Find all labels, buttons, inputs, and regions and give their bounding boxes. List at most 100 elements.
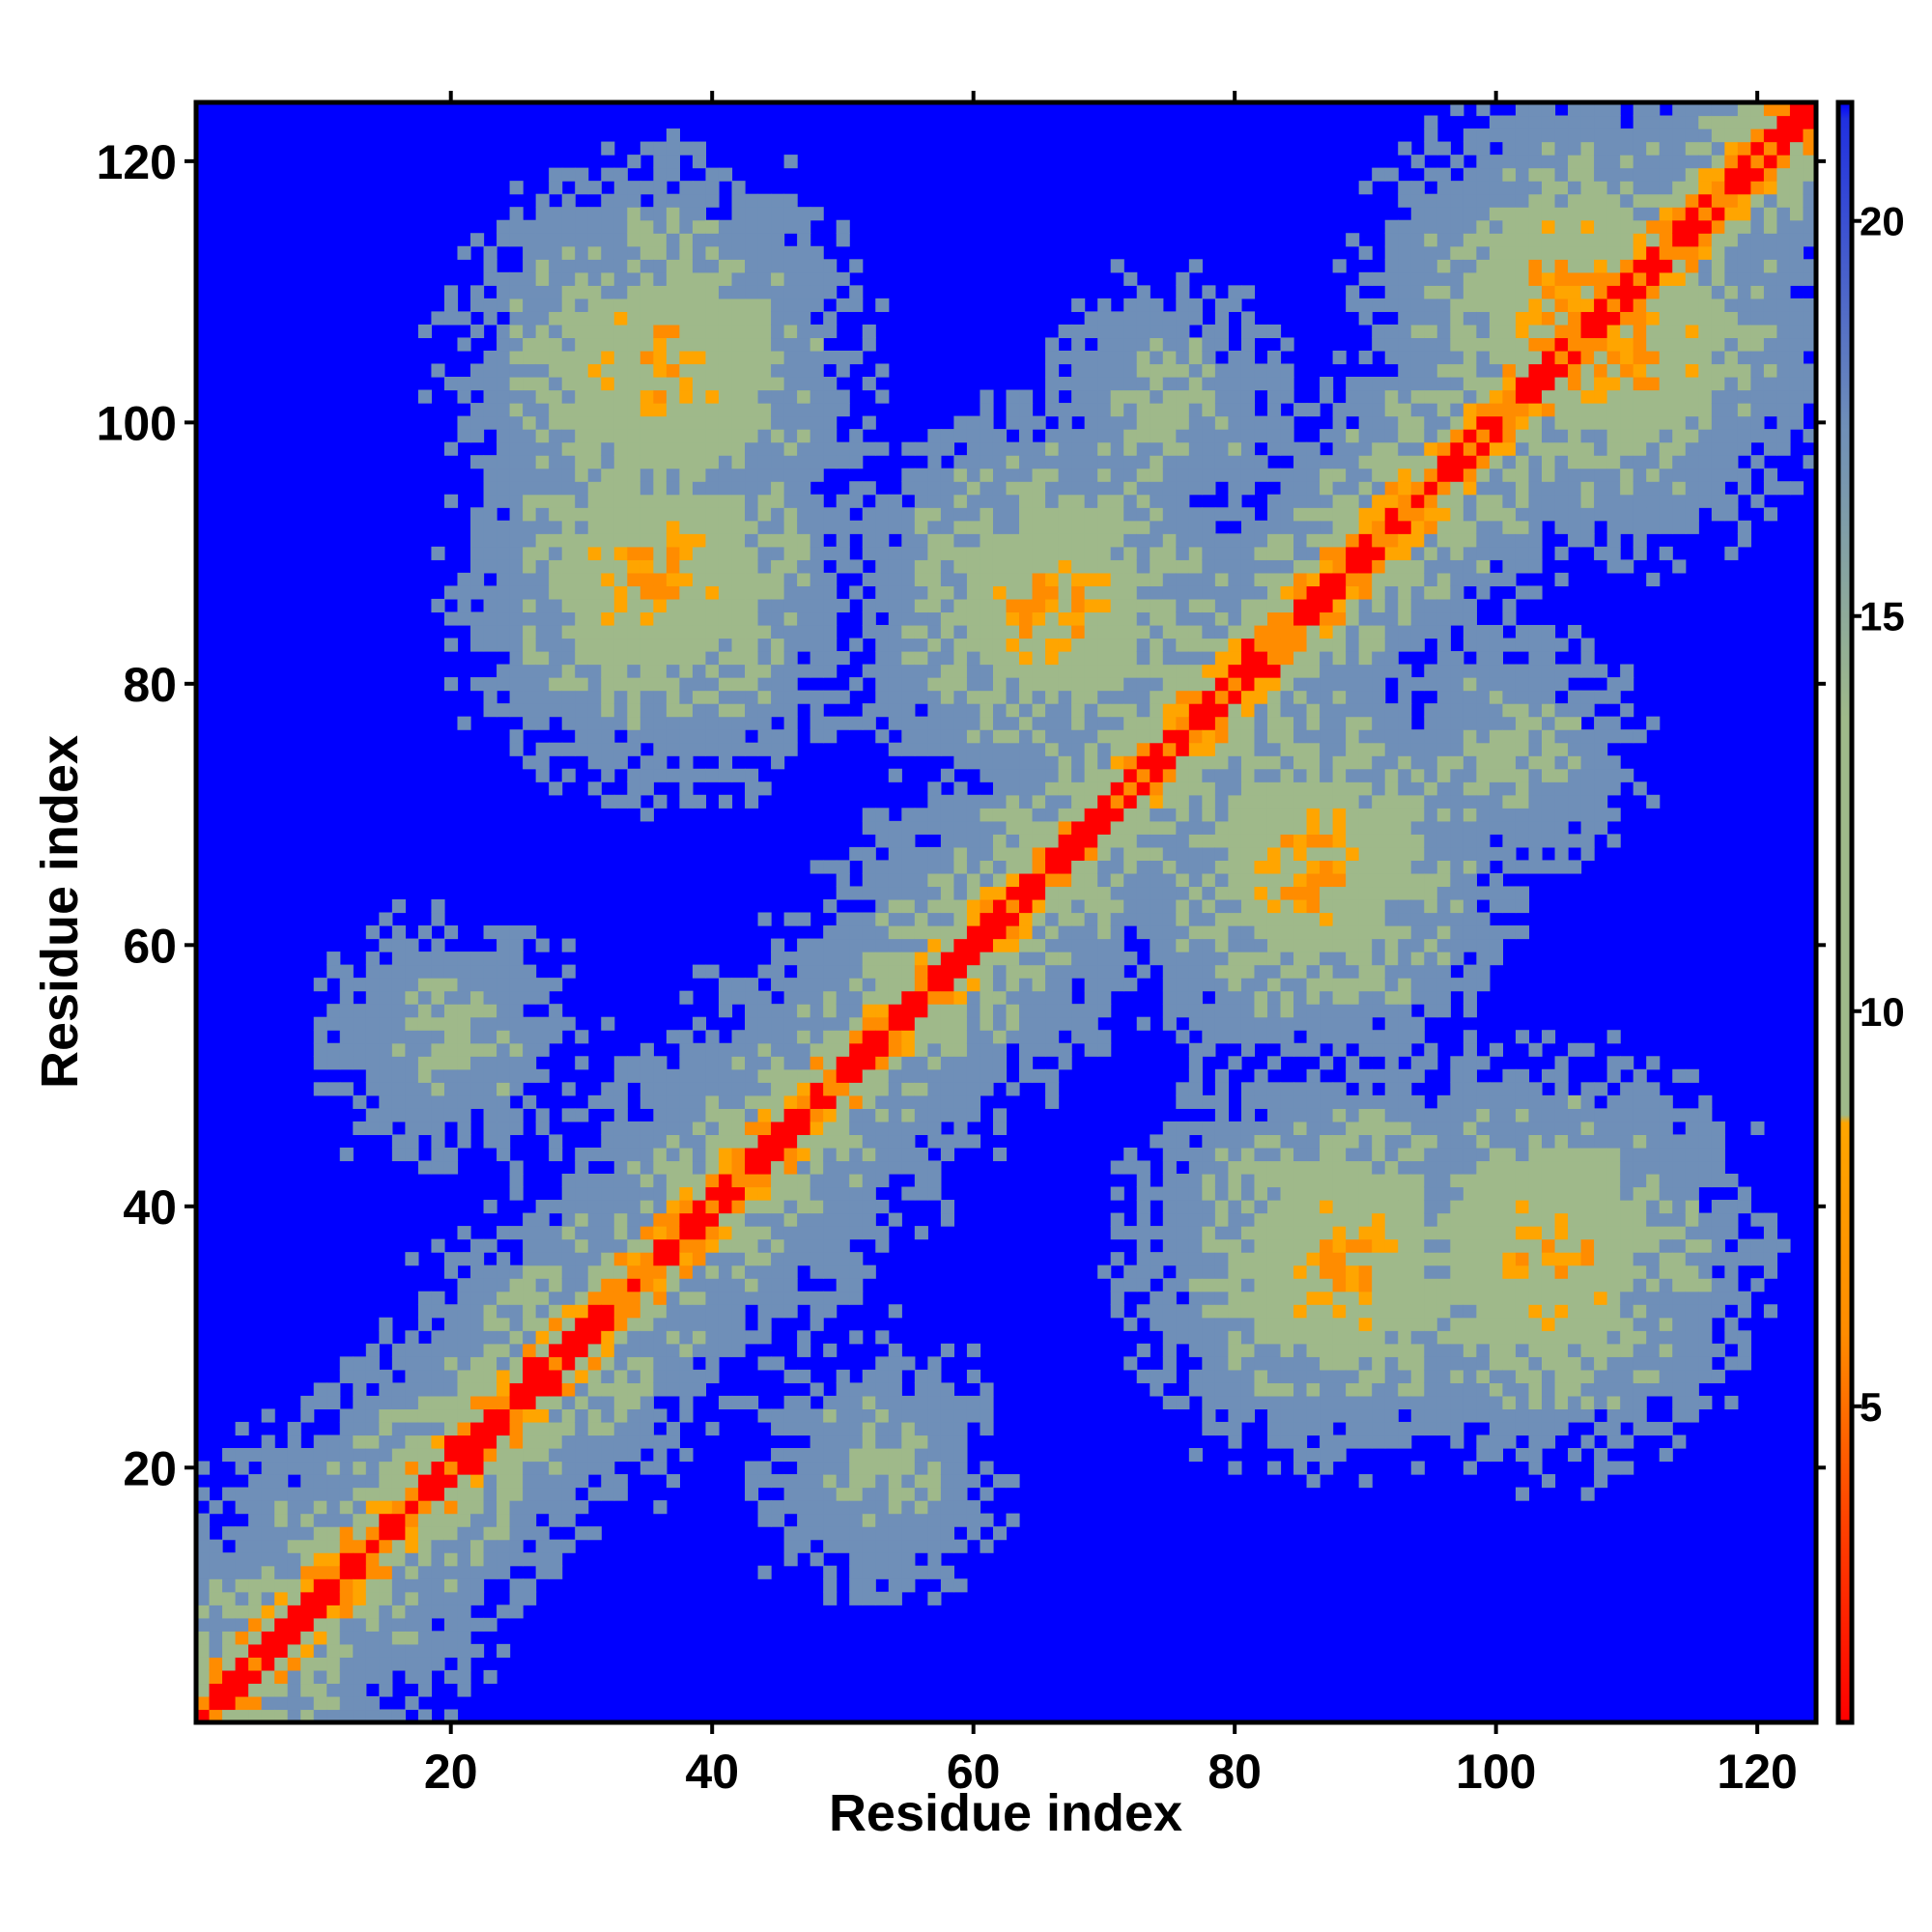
heatmap-cell [549, 429, 563, 443]
heatmap-cell [1123, 1147, 1138, 1162]
heatmap-cell [1240, 742, 1256, 756]
heatmap-cell [509, 207, 524, 221]
heatmap-cell [353, 978, 367, 992]
heatmap-cell [1162, 846, 1177, 861]
heatmap-cell [457, 1068, 471, 1083]
heatmap-cell [836, 219, 850, 234]
heatmap-cell [300, 1591, 315, 1605]
heatmap-cell [771, 1447, 785, 1463]
heatmap-cell [575, 1278, 589, 1293]
heatmap-cell [992, 677, 1008, 692]
heatmap-cell [653, 311, 668, 326]
heatmap-cell [940, 546, 954, 560]
heatmap-cell [470, 1068, 485, 1083]
heatmap-cell [823, 271, 838, 286]
heatmap-cell [1188, 1317, 1203, 1331]
heatmap-cell [457, 1042, 471, 1057]
heatmap-cell [1045, 964, 1060, 979]
heatmap-cell [1228, 533, 1242, 548]
heatmap-cell [483, 1030, 497, 1044]
heatmap-cell [248, 1565, 263, 1579]
heatmap-cell [1162, 834, 1177, 848]
heatmap-cell [1150, 520, 1164, 534]
heatmap-cell [771, 1004, 785, 1018]
heatmap-cell [797, 1212, 811, 1227]
heatmap-cell [1019, 860, 1034, 874]
heatmap-cell [379, 1421, 393, 1436]
heatmap-cell [1045, 468, 1060, 482]
heatmap-cell [443, 1160, 459, 1175]
heatmap-cell [745, 1186, 759, 1201]
heatmap-cell [575, 1212, 589, 1227]
heatmap-cell [523, 611, 537, 626]
heatmap-cell [575, 259, 589, 273]
heatmap-cell [639, 1435, 654, 1449]
heatmap-cell [1071, 898, 1086, 914]
heatmap-cell [1240, 363, 1256, 378]
heatmap-cell [966, 1094, 981, 1109]
heatmap-cell [561, 350, 576, 365]
heatmap-cell [914, 1539, 928, 1553]
heatmap-cell [1071, 742, 1086, 756]
heatmap-cell [497, 585, 511, 600]
heatmap-cell [992, 978, 1008, 992]
heatmap-cell [888, 1578, 902, 1593]
heatmap-cell [810, 298, 824, 312]
heatmap-cell [523, 1278, 537, 1293]
heatmap-cell [1006, 834, 1020, 848]
heatmap-cell [771, 1042, 785, 1057]
heatmap-cell [509, 990, 524, 1005]
heatmap-cell [901, 1447, 916, 1463]
heatmap-cell [692, 1134, 707, 1149]
heatmap-cell [653, 1369, 668, 1383]
heatmap-cell [1045, 664, 1060, 678]
heatmap-cell [523, 1030, 537, 1044]
heatmap-cell [679, 1369, 694, 1383]
heatmap-cell [1176, 533, 1190, 548]
heatmap-cell [379, 1474, 393, 1489]
heatmap-cell [248, 1500, 263, 1515]
heatmap-cell [1254, 964, 1268, 979]
heatmap-cell [836, 1369, 850, 1383]
heatmap-cell [771, 690, 785, 704]
heatmap-cell [1032, 898, 1046, 914]
heatmap-cell [1006, 389, 1020, 404]
heatmap-cell [810, 1382, 824, 1397]
heatmap-cell [914, 1421, 928, 1436]
heatmap-cell [771, 1082, 785, 1096]
heatmap-cell [940, 978, 954, 992]
heatmap-cell [1058, 925, 1072, 940]
heatmap-cell [535, 1421, 550, 1436]
heatmap-cell [313, 1565, 327, 1579]
heatmap-cell [523, 1330, 537, 1345]
heatmap-cell [692, 350, 707, 365]
heatmap-cell [1188, 703, 1203, 718]
heatmap-cell [601, 1447, 615, 1463]
heatmap-cell [810, 1016, 824, 1031]
heatmap-cell [810, 716, 824, 730]
heatmap-cell [823, 598, 838, 613]
heatmap-cell [1188, 298, 1203, 312]
heatmap-cell [1188, 872, 1203, 888]
heatmap-cell [575, 1395, 589, 1410]
heatmap-cell [705, 1356, 720, 1371]
heatmap-cell [443, 1565, 459, 1579]
heatmap-cell [549, 664, 563, 678]
heatmap-cell [1123, 755, 1138, 770]
heatmap-cell [771, 546, 785, 560]
heatmap-cell [653, 1461, 668, 1475]
heatmap-cell [613, 1108, 628, 1122]
heatmap-cell [1150, 912, 1164, 926]
heatmap-cell [836, 1200, 850, 1214]
heatmap-cell [431, 1056, 445, 1070]
heatmap-cell [639, 1291, 654, 1305]
heatmap-cell [757, 1264, 772, 1279]
heatmap-cell [248, 1669, 263, 1685]
heatmap-cell [810, 1526, 824, 1541]
heatmap-cell [862, 1121, 876, 1136]
heatmap-cell [653, 1212, 668, 1227]
heatmap-cell [1045, 781, 1060, 796]
heatmap-cell [666, 546, 680, 560]
heatmap-cell [1202, 1160, 1216, 1175]
heatmap-cell [523, 1343, 537, 1357]
